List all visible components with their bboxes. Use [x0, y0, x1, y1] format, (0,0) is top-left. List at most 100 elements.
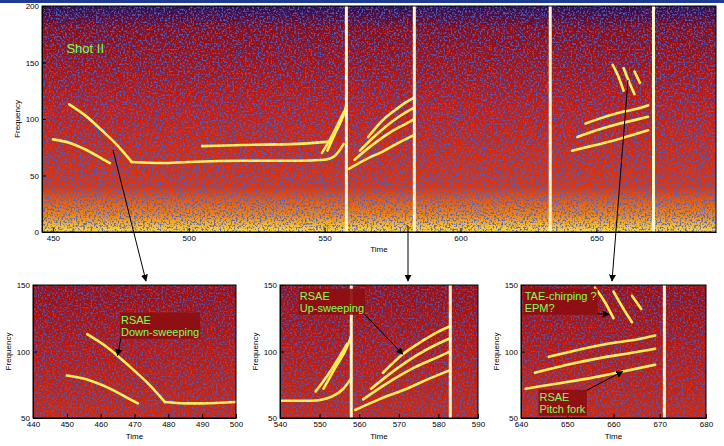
- y-tick-mark: [33, 418, 37, 419]
- x-tick: 660: [607, 414, 621, 429]
- spectrogram-noise: [280, 285, 478, 418]
- y-tick-label: 50: [268, 414, 277, 423]
- annotation-line: Up-sweeping: [300, 302, 364, 314]
- mode-trace: [383, 326, 450, 373]
- plot-area: [280, 285, 478, 418]
- x-tick-mark: [320, 414, 321, 418]
- plot-frame: [521, 285, 706, 418]
- x-tick-mark: [202, 414, 203, 418]
- x-tick-mark: [53, 228, 54, 232]
- annotation-line: Pitch fork: [540, 403, 586, 415]
- annotation: RSAEUp-sweeping: [299, 289, 403, 354]
- annotation-line: EPM?: [525, 302, 555, 314]
- mode-trace: [165, 402, 236, 403]
- y-tick: 50: [21, 414, 37, 423]
- y-tick-mark: [42, 232, 46, 233]
- x-tick-label: 570: [393, 420, 407, 429]
- y-tick-mark: [521, 418, 525, 419]
- y-tick-mark: [33, 352, 37, 353]
- y-tick-label: 100: [17, 348, 31, 357]
- y-axis: 50 100 150: [17, 281, 37, 423]
- y-tick-label: 50: [30, 172, 39, 181]
- x-tick-label: 460: [94, 420, 108, 429]
- y-tick-mark: [42, 176, 46, 177]
- x-axis-line: [281, 418, 479, 419]
- x-tick-mark: [189, 228, 190, 232]
- x-tick: 590: [472, 414, 486, 429]
- x-tick-label: 670: [654, 420, 668, 429]
- annotation-text: TAE-chirping ?EPM?: [525, 290, 597, 314]
- x-tick: 570: [393, 414, 407, 429]
- x-tick: 490: [196, 414, 210, 429]
- x-tick-label: 660: [607, 420, 621, 429]
- x-tick-label: 470: [128, 420, 142, 429]
- annotation-line: RSAE: [300, 290, 330, 302]
- y-tick-label: 150: [26, 59, 40, 68]
- x-tick-label: 650: [561, 420, 575, 429]
- annotation: RSAEDown-sweeping: [118, 313, 201, 356]
- annotation-text: RSAEUp-sweeping: [300, 290, 364, 314]
- y-tick: 100: [505, 348, 525, 357]
- y-tick: 50: [509, 414, 525, 423]
- y-tick: 0: [35, 228, 46, 237]
- y-tick-label: 200: [26, 2, 40, 11]
- spectrogram-background: [280, 285, 478, 418]
- x-tick: 650: [561, 414, 575, 429]
- y-tick-label: 50: [509, 414, 518, 423]
- y-tick-mark: [42, 63, 46, 64]
- x-tick-label: 590: [472, 420, 486, 429]
- x-tick-mark: [236, 414, 237, 418]
- mode-trace: [526, 365, 656, 389]
- mode-trace: [632, 296, 641, 309]
- mode-trace: [363, 352, 450, 400]
- y-axis: 050100150200: [26, 2, 46, 237]
- x-tick-label: 550: [318, 234, 332, 243]
- mode-trace: [202, 142, 330, 147]
- annotation-arrow: [586, 371, 623, 390]
- spectrogram-panel: 450500550600650050100150200TimeFrequency…: [13, 2, 717, 254]
- x-tick-mark: [325, 228, 326, 232]
- plot-frame: [33, 285, 236, 418]
- x-tick-label: 500: [230, 420, 244, 429]
- mode-trace: [371, 338, 450, 389]
- y-tick-mark: [521, 352, 525, 353]
- y-tick: 100: [17, 348, 37, 357]
- x-axis-title: Time: [126, 432, 144, 441]
- x-axis: 440450460470480490500: [27, 414, 244, 429]
- x-tick: 670: [654, 414, 668, 429]
- y-tick: 50: [30, 172, 46, 181]
- x-tick: 560: [353, 414, 367, 429]
- zoom-arrow: [113, 150, 146, 281]
- mode-trace: [572, 130, 648, 150]
- mode-trace: [349, 135, 414, 169]
- x-tick-mark: [614, 414, 615, 418]
- mode-trace: [614, 292, 633, 323]
- annotation: RSAEPitch fork: [539, 371, 623, 415]
- mode-trace: [327, 105, 346, 150]
- plot-area: [33, 285, 236, 418]
- mode-trace: [355, 370, 450, 410]
- y-tick-label: 150: [17, 281, 31, 290]
- x-tick-mark: [660, 414, 661, 418]
- y-tick: 50: [268, 414, 284, 423]
- y-tick-label: 50: [21, 414, 30, 423]
- y-axis: 50100150: [505, 281, 525, 423]
- x-tick: 680: [700, 414, 714, 429]
- spectrogram-background: [42, 6, 716, 232]
- y-tick-mark: [280, 418, 284, 419]
- annotation-arrow: [118, 338, 121, 356]
- mode-trace: [316, 344, 348, 392]
- x-axis: 640650660670680: [515, 414, 714, 429]
- annotation-line: RSAE: [121, 314, 151, 326]
- y-tick-mark: [521, 285, 525, 286]
- annotation-line: Shot II: [66, 41, 104, 56]
- mode-trace: [634, 72, 639, 83]
- plot-area: [521, 285, 706, 418]
- y-tick-mark: [42, 6, 46, 7]
- plot-frame: [280, 285, 478, 418]
- mode-trace: [53, 139, 110, 163]
- mode-trace: [87, 334, 165, 402]
- x-tick-mark: [359, 414, 360, 418]
- annotation-arrow: [597, 313, 609, 314]
- x-tick-label: 500: [183, 234, 197, 243]
